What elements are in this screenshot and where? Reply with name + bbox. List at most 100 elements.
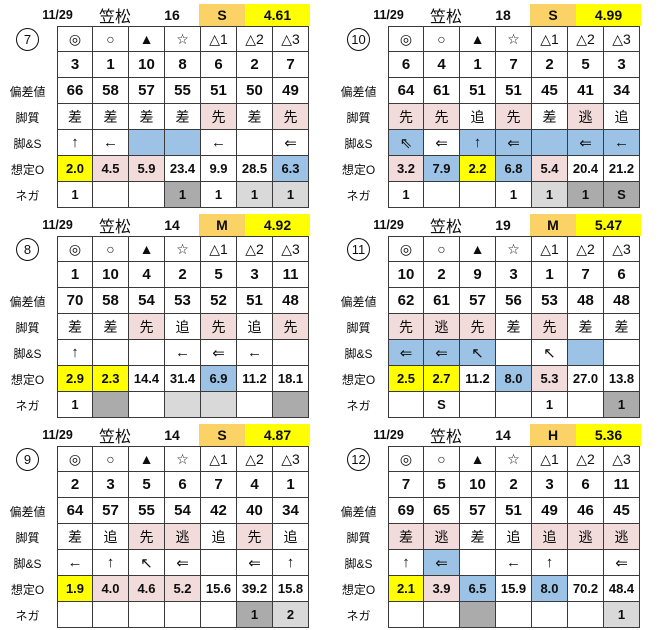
soutei-o-cell[interactable]: 70.2 <box>568 576 604 602</box>
soutei-o-cell[interactable]: 23.4 <box>165 156 201 182</box>
ashi-s-cell[interactable] <box>568 340 604 366</box>
horse-number-cell[interactable]: 4 <box>129 262 165 288</box>
horse-number-cell[interactable]: 5 <box>129 472 165 498</box>
kyakushitsu-cell[interactable]: 先 <box>129 314 165 340</box>
nega-cell[interactable] <box>388 392 424 418</box>
hensachi-cell[interactable]: 52 <box>201 288 237 314</box>
kyakushitsu-cell[interactable]: 差 <box>388 524 424 550</box>
horse-number-cell[interactable]: 3 <box>604 52 640 78</box>
kyakushitsu-cell[interactable]: 追 <box>201 524 237 550</box>
nega-cell[interactable] <box>460 602 496 628</box>
mark-cell[interactable]: △3 <box>604 446 640 472</box>
ashi-s-cell[interactable]: ← <box>237 340 273 366</box>
hensachi-cell[interactable]: 56 <box>496 288 532 314</box>
kyakushitsu-cell[interactable]: 追 <box>273 524 309 550</box>
ashi-s-cell[interactable]: ← <box>496 550 532 576</box>
soutei-o-cell[interactable]: 5.9 <box>129 156 165 182</box>
hensachi-cell[interactable]: 34 <box>273 498 309 524</box>
ashi-s-cell[interactable]: ⇐ <box>604 550 640 576</box>
nega-cell[interactable] <box>568 602 604 628</box>
hensachi-cell[interactable]: 40 <box>237 498 273 524</box>
soutei-o-cell[interactable]: 4.6 <box>129 576 165 602</box>
nega-cell[interactable]: 1 <box>273 182 309 208</box>
mark-cell[interactable]: ○ <box>93 26 129 52</box>
hensachi-cell[interactable]: 42 <box>201 498 237 524</box>
soutei-o-cell[interactable]: 9.9 <box>201 156 237 182</box>
kyakushitsu-cell[interactable]: 先 <box>129 524 165 550</box>
ashi-s-cell[interactable] <box>532 130 568 156</box>
soutei-o-cell[interactable]: 3.2 <box>388 156 424 182</box>
hensachi-cell[interactable]: 64 <box>388 78 424 104</box>
kyakushitsu-cell[interactable]: 先 <box>201 314 237 340</box>
horse-number-cell[interactable]: 6 <box>165 472 201 498</box>
nega-cell[interactable] <box>165 602 201 628</box>
mark-cell[interactable]: ▲ <box>129 236 165 262</box>
mark-cell[interactable]: ○ <box>424 236 460 262</box>
hensachi-cell[interactable]: 69 <box>388 498 424 524</box>
ashi-s-cell[interactable] <box>496 340 532 366</box>
mark-cell[interactable]: ○ <box>424 26 460 52</box>
hensachi-cell[interactable]: 57 <box>129 78 165 104</box>
ashi-s-cell[interactable]: ↖ <box>129 550 165 576</box>
ashi-s-cell[interactable]: ↑ <box>57 130 93 156</box>
kyakushitsu-cell[interactable]: 逃 <box>424 314 460 340</box>
mark-cell[interactable]: △2 <box>237 236 273 262</box>
hensachi-cell[interactable]: 66 <box>57 78 93 104</box>
nega-cell[interactable] <box>201 602 237 628</box>
horse-number-cell[interactable]: 2 <box>57 472 93 498</box>
kyakushitsu-cell[interactable]: 差 <box>496 314 532 340</box>
kyakushitsu-cell[interactable]: 追 <box>460 104 496 130</box>
hensachi-cell[interactable]: 51 <box>496 78 532 104</box>
hensachi-cell[interactable]: 58 <box>93 288 129 314</box>
mark-cell[interactable]: ▲ <box>460 26 496 52</box>
soutei-o-cell[interactable]: 7.9 <box>424 156 460 182</box>
mark-cell[interactable]: ◎ <box>57 236 93 262</box>
kyakushitsu-cell[interactable]: 差 <box>460 524 496 550</box>
hensachi-cell[interactable]: 50 <box>237 78 273 104</box>
nega-cell[interactable] <box>273 392 309 418</box>
hensachi-cell[interactable]: 57 <box>93 498 129 524</box>
soutei-o-cell[interactable]: 14.4 <box>129 366 165 392</box>
horse-number-cell[interactable]: 3 <box>496 262 532 288</box>
horse-number-cell[interactable]: 1 <box>532 262 568 288</box>
hensachi-cell[interactable]: 53 <box>532 288 568 314</box>
ashi-s-cell[interactable] <box>568 550 604 576</box>
horse-number-cell[interactable]: 7 <box>496 52 532 78</box>
soutei-o-cell[interactable]: 13.8 <box>604 366 640 392</box>
kyakushitsu-cell[interactable]: 先 <box>496 104 532 130</box>
horse-number-cell[interactable]: 2 <box>532 52 568 78</box>
ashi-s-cell[interactable]: ⇐ <box>388 340 424 366</box>
hensachi-cell[interactable]: 51 <box>496 498 532 524</box>
ashi-s-cell[interactable]: ⇐ <box>201 340 237 366</box>
hensachi-cell[interactable]: 46 <box>568 498 604 524</box>
horse-number-cell[interactable]: 10 <box>93 262 129 288</box>
nega-cell[interactable] <box>532 602 568 628</box>
nega-cell[interactable] <box>460 182 496 208</box>
hensachi-cell[interactable]: 61 <box>424 288 460 314</box>
soutei-o-cell[interactable]: 20.4 <box>568 156 604 182</box>
hensachi-cell[interactable]: 55 <box>165 78 201 104</box>
soutei-o-cell[interactable]: 4.0 <box>93 576 129 602</box>
horse-number-cell[interactable]: 3 <box>532 472 568 498</box>
soutei-o-cell[interactable]: 6.9 <box>201 366 237 392</box>
nega-cell[interactable] <box>460 392 496 418</box>
hensachi-cell[interactable]: 70 <box>57 288 93 314</box>
ashi-s-cell[interactable]: ← <box>165 340 201 366</box>
hensachi-cell[interactable]: 55 <box>129 498 165 524</box>
horse-number-cell[interactable]: 10 <box>129 52 165 78</box>
soutei-o-cell[interactable]: 11.2 <box>237 366 273 392</box>
kyakushitsu-cell[interactable]: 逃 <box>165 524 201 550</box>
mark-cell[interactable]: ○ <box>93 446 129 472</box>
nega-cell[interactable]: 1 <box>237 182 273 208</box>
mark-cell[interactable]: △1 <box>201 446 237 472</box>
kyakushitsu-cell[interactable]: 先 <box>237 524 273 550</box>
nega-cell[interactable] <box>93 392 129 418</box>
horse-number-cell[interactable]: 11 <box>604 472 640 498</box>
ashi-s-cell[interactable] <box>273 340 309 366</box>
soutei-o-cell[interactable]: 18.1 <box>273 366 309 392</box>
nega-cell[interactable] <box>424 182 460 208</box>
horse-number-cell[interactable]: 7 <box>388 472 424 498</box>
horse-number-cell[interactable]: 11 <box>273 262 309 288</box>
horse-number-cell[interactable]: 2 <box>237 52 273 78</box>
soutei-o-cell[interactable]: 6.8 <box>496 156 532 182</box>
